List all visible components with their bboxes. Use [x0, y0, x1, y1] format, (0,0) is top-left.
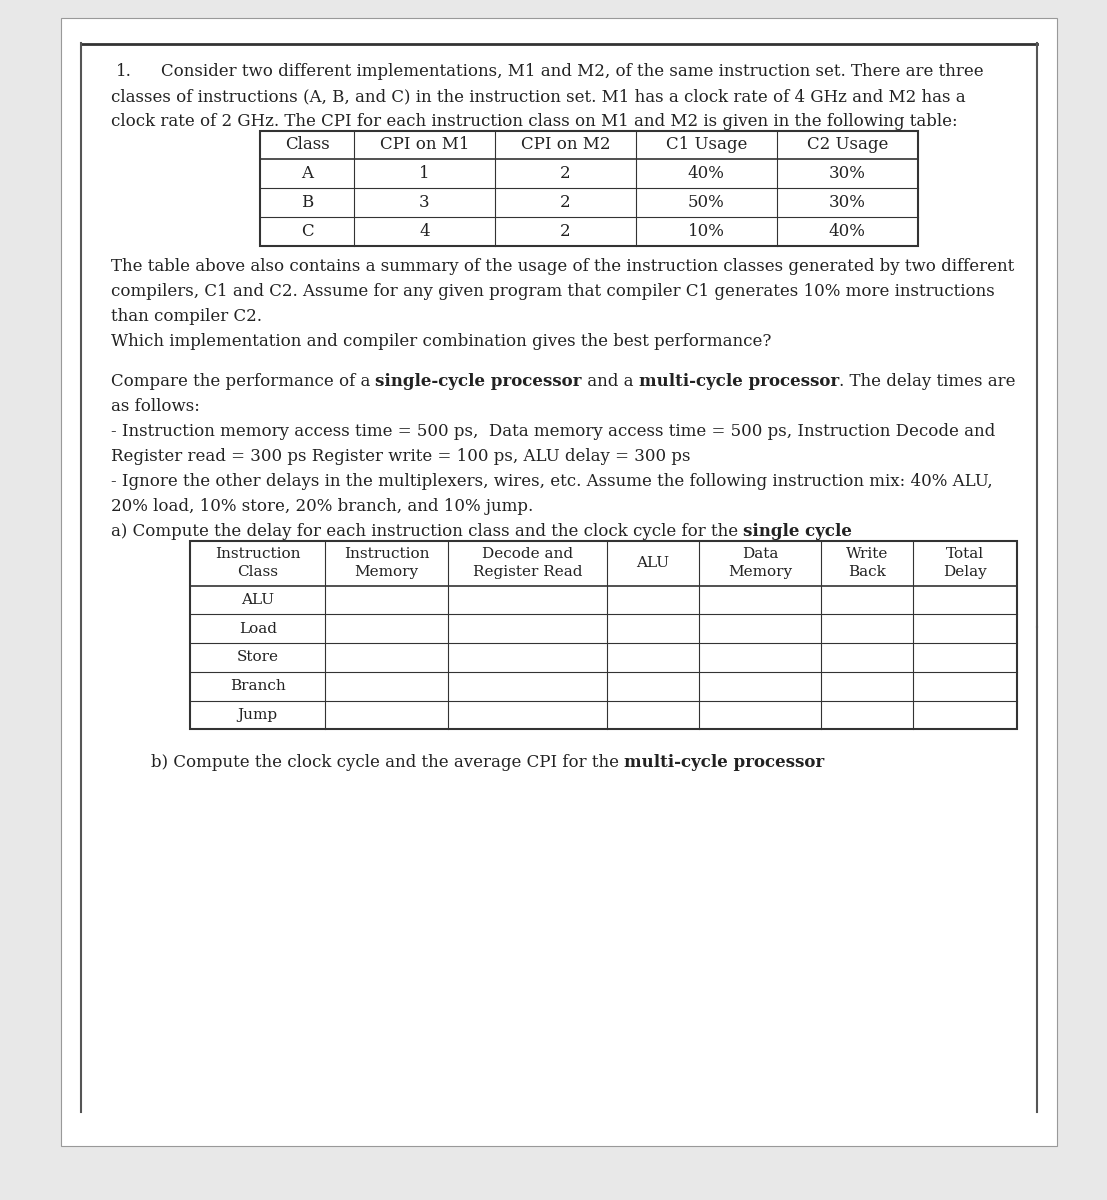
Text: 1: 1 [420, 166, 430, 182]
Text: 40%: 40% [687, 166, 725, 182]
Text: Decode and
Register Read: Decode and Register Read [473, 547, 582, 580]
Text: CPI on M1: CPI on M1 [380, 137, 469, 154]
Text: compilers, C1 and C2. Assume for any given program that compiler C1 generates 10: compilers, C1 and C2. Assume for any giv… [111, 283, 994, 300]
Text: clock rate of 2 GHz. The CPI for each instruction class on M1 and M2 is given in: clock rate of 2 GHz. The CPI for each in… [111, 113, 958, 130]
Text: Which implementation and compiler combination gives the best performance?: Which implementation and compiler combin… [111, 334, 772, 350]
Text: 2: 2 [560, 166, 571, 182]
Text: single cycle: single cycle [743, 523, 852, 540]
Text: The table above also contains a summary of the usage of the instruction classes : The table above also contains a summary … [111, 258, 1014, 275]
Text: C: C [301, 223, 313, 240]
Text: - Instruction memory access time = 500 ps,  Data memory access time = 500 ps, In: - Instruction memory access time = 500 p… [111, 424, 995, 440]
Text: Write
Back: Write Back [846, 547, 889, 580]
Text: single-cycle processor: single-cycle processor [375, 373, 582, 390]
Text: 2: 2 [560, 223, 571, 240]
Text: a) Compute the delay for each instruction class and the clock cycle for the: a) Compute the delay for each instructio… [111, 523, 743, 540]
Text: C2 Usage: C2 Usage [807, 137, 888, 154]
Text: 10%: 10% [687, 223, 725, 240]
Text: Branch: Branch [230, 679, 286, 694]
Text: - Ignore the other delays in the multiplexers, wires, etc. Assume the following : - Ignore the other delays in the multipl… [111, 473, 992, 490]
Bar [260, 131, 918, 246]
Text: 30%: 30% [829, 194, 866, 211]
Text: Class: Class [284, 137, 330, 154]
Text: Data
Memory: Data Memory [728, 547, 793, 580]
Text: classes of instructions (A, B, and C) in the instruction set. M1 has a clock rat: classes of instructions (A, B, and C) in… [111, 88, 965, 106]
Text: 1.: 1. [115, 64, 132, 80]
Text: B: B [301, 194, 313, 211]
Text: ALU: ALU [241, 593, 275, 607]
Text: multi-cycle processor: multi-cycle processor [624, 755, 824, 772]
Text: Register read = 300 ps Register write = 100 ps, ALU delay = 300 ps: Register read = 300 ps Register write = … [111, 448, 690, 466]
Text: than compiler C2.: than compiler C2. [111, 308, 261, 325]
Text: Total
Delay: Total Delay [943, 547, 987, 580]
Text: 40%: 40% [829, 223, 866, 240]
Text: CPI on M2: CPI on M2 [520, 137, 610, 154]
Text: as follows:: as follows: [111, 398, 199, 415]
Text: . The delay times are: . The delay times are [839, 373, 1015, 390]
Text: Compare the performance of a: Compare the performance of a [111, 373, 375, 390]
Bar [190, 541, 1017, 730]
Text: Store: Store [237, 650, 279, 665]
Text: b) Compute the clock cycle and the average CPI for the: b) Compute the clock cycle and the avera… [151, 755, 624, 772]
Text: 30%: 30% [829, 166, 866, 182]
Text: multi-cycle processor: multi-cycle processor [639, 373, 839, 390]
Text: ALU: ALU [637, 556, 670, 570]
Text: 50%: 50% [687, 194, 725, 211]
Text: and a: and a [582, 373, 639, 390]
Text: 3: 3 [420, 194, 430, 211]
Text: Instruction
Class: Instruction Class [215, 547, 300, 580]
Text: Consider two different implementations, M1 and M2, of the same instruction set. : Consider two different implementations, … [161, 64, 983, 80]
Text: A: A [301, 166, 313, 182]
Text: Jump: Jump [238, 708, 278, 722]
Text: 4: 4 [420, 223, 430, 240]
Text: 2: 2 [560, 194, 571, 211]
Text: Instruction
Memory: Instruction Memory [343, 547, 430, 580]
Text: 20% load, 10% store, 20% branch, and 10% jump.: 20% load, 10% store, 20% branch, and 10%… [111, 498, 532, 515]
Text: Load: Load [239, 622, 277, 636]
Text: C1 Usage: C1 Usage [665, 137, 747, 154]
